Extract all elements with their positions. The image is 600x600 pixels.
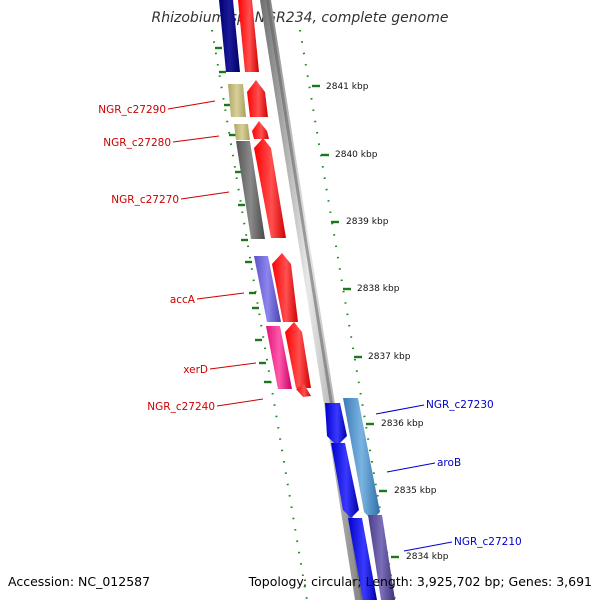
gene-arrow-steel	[343, 398, 380, 520]
reverse-genes	[325, 398, 395, 600]
gene-arrow-red-4	[272, 253, 298, 322]
kbp-label: 2834 kbp	[406, 552, 449, 562]
gene-arrow-slate	[368, 515, 395, 600]
gene-block-pink	[266, 326, 292, 389]
gene-block-gray	[236, 141, 265, 239]
gene-block-purple	[254, 256, 281, 322]
gene-label: NGR_c27280	[103, 137, 171, 149]
gene-label: NGR_c27290	[98, 104, 166, 116]
gene-arrow-red-6	[296, 384, 311, 397]
kbp-label: 2839 kbp	[346, 217, 389, 227]
reverse-gene-labels: NGR_c27230 aroB NGR_c27210	[375, 399, 522, 552]
gene-label: NGR_c27210	[454, 536, 522, 548]
kbp-label: 2836 kbp	[381, 419, 424, 429]
genome-summary-text: Topology: circular; Length: 3,925,702 bp…	[248, 574, 592, 589]
kbp-labels: 2841 kbp 2840 kbp 2839 kbp 2838 kbp 2837…	[326, 82, 449, 562]
gene-label: NGR_c27240	[147, 401, 215, 413]
gene-label: accA	[170, 294, 196, 306]
gene-arrow-red-3	[254, 138, 286, 238]
gene-block-red-top	[238, 0, 259, 72]
gene-arrow-red-2	[252, 121, 269, 139]
gene-arrow-red-5	[285, 322, 311, 388]
kbp-label: 2838 kbp	[357, 284, 400, 294]
kbp-label: 2837 kbp	[368, 352, 411, 362]
gene-arrow-blue-3	[348, 518, 377, 600]
gene-label: aroB	[437, 457, 461, 469]
accession-text: Accession: NC_012587	[8, 574, 151, 589]
forward-genes	[219, 0, 311, 397]
left-track-ticks	[215, 46, 271, 384]
gene-label: NGR_c27270	[111, 194, 179, 206]
gene-label: NGR_c27230	[426, 399, 494, 411]
gene-label: xerD	[183, 364, 208, 376]
gene-arrow-blue-2	[331, 443, 359, 518]
guide-tracks	[211, 29, 396, 600]
kbp-ticks	[312, 84, 399, 559]
kbp-label: 2840 kbp	[335, 150, 378, 160]
gene-block-navy	[219, 0, 240, 72]
gene-arrow-red-1	[247, 80, 268, 117]
gene-arrow-blue-1	[325, 403, 347, 446]
gene-block-khaki-1	[228, 84, 246, 117]
kbp-label: 2835 kbp	[394, 486, 437, 496]
forward-gene-labels: NGR_c27290 NGR_c27280 NGR_c27270 accA xe…	[98, 100, 264, 413]
kbp-label: 2841 kbp	[326, 82, 369, 92]
gene-block-khaki-2	[234, 124, 250, 140]
